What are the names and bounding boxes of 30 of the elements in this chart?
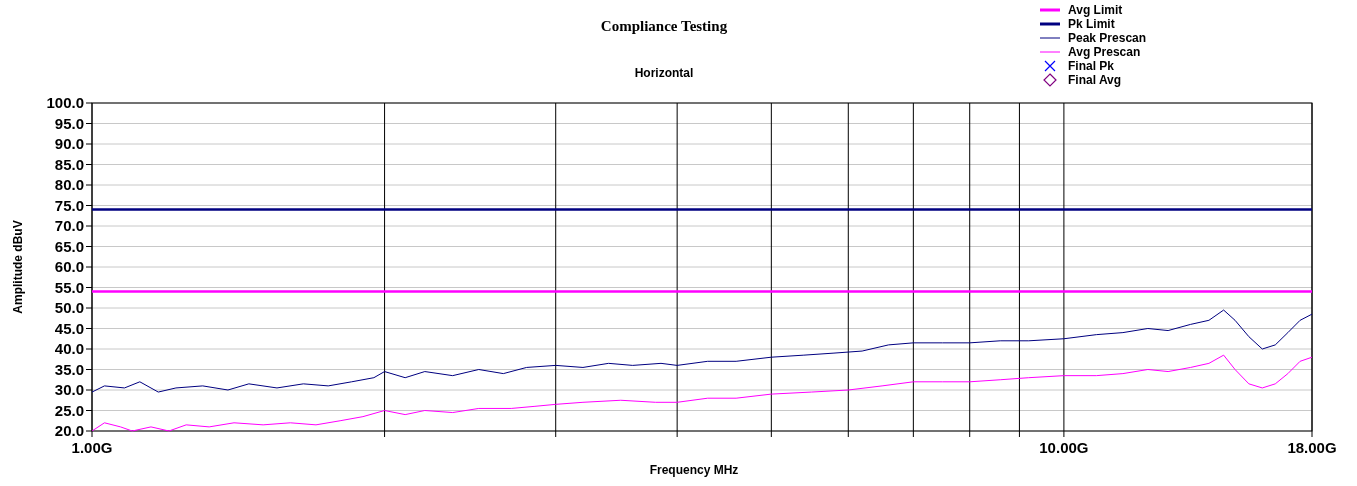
x-tick-label: 18.00G xyxy=(1287,439,1337,456)
y-tick-label: 65.0 xyxy=(54,237,84,255)
y-tick-label: 40.0 xyxy=(54,340,84,358)
y-tick-label: 30.0 xyxy=(54,381,84,399)
y-tick-label: 60.0 xyxy=(54,258,84,276)
y-tick-label: 45.0 xyxy=(54,319,84,337)
legend-label: Avg Limit xyxy=(1068,3,1123,18)
y-tick-label: 100.0 xyxy=(46,94,84,112)
y-tick-label: 70.0 xyxy=(54,217,84,235)
y-tick-label: 80.0 xyxy=(54,176,84,194)
y-tick-label: 55.0 xyxy=(54,278,84,296)
y-tick-label: 25.0 xyxy=(54,401,84,419)
chart-title: Compliance Testing xyxy=(600,18,728,34)
x-tick-label: 1.00G xyxy=(71,439,113,456)
legend-label: Final Avg xyxy=(1068,73,1122,88)
legend-label: Avg Prescan xyxy=(1068,45,1141,60)
legend-label: Final Pk xyxy=(1068,59,1115,74)
y-tick-label: 35.0 xyxy=(54,360,84,378)
y-tick-label: 75.0 xyxy=(54,196,84,214)
y-tick-label: 85.0 xyxy=(54,155,84,173)
y-tick-label: 50.0 xyxy=(54,299,84,317)
y-axis-title: Amplitude dBuV xyxy=(11,220,25,314)
legend-label: Pk Limit xyxy=(1068,17,1115,32)
x-tick-label: 10.00G xyxy=(1039,439,1089,456)
x-axis-title: Frequency MHz xyxy=(649,463,739,477)
y-tick-label: 20.0 xyxy=(54,422,84,440)
y-tick-label: 90.0 xyxy=(54,135,84,153)
chart-subtitle: Horizontal xyxy=(634,66,694,80)
y-tick-label: 95.0 xyxy=(54,114,84,132)
legend-label: Peak Prescan xyxy=(1068,31,1147,46)
